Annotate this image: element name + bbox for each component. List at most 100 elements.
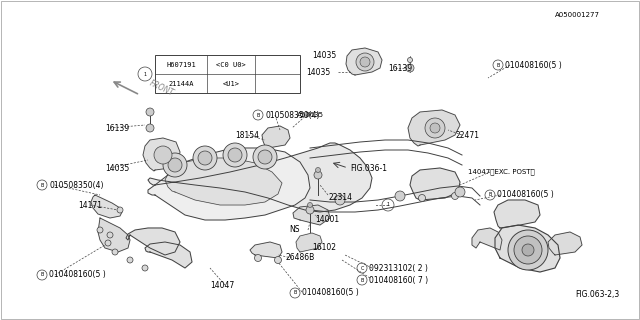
Text: B: B [360, 277, 364, 283]
Circle shape [154, 146, 172, 164]
Polygon shape [494, 200, 540, 228]
Circle shape [258, 150, 272, 164]
Text: 14035: 14035 [312, 51, 336, 60]
Circle shape [514, 236, 542, 264]
Circle shape [314, 171, 322, 179]
Circle shape [335, 195, 345, 205]
Circle shape [508, 230, 548, 270]
Circle shape [117, 207, 123, 213]
Text: C: C [360, 266, 364, 270]
Polygon shape [472, 228, 502, 250]
Text: 010408160(5 ): 010408160(5 ) [302, 289, 359, 298]
Polygon shape [143, 138, 180, 171]
Polygon shape [495, 225, 560, 272]
Text: 16102: 16102 [312, 244, 336, 252]
Text: B: B [496, 62, 500, 68]
Circle shape [127, 257, 133, 263]
Circle shape [193, 146, 217, 170]
Text: 1: 1 [387, 203, 390, 207]
Text: 22471: 22471 [455, 131, 479, 140]
Text: 1: 1 [143, 71, 147, 76]
Text: 010508350(4): 010508350(4) [265, 110, 319, 119]
Text: 010408160(5 ): 010408160(5 ) [49, 270, 106, 279]
Circle shape [112, 249, 118, 255]
Circle shape [253, 145, 277, 169]
Circle shape [168, 158, 182, 172]
Circle shape [97, 227, 103, 233]
Circle shape [146, 124, 154, 132]
Text: 14035: 14035 [306, 68, 330, 76]
Circle shape [356, 53, 374, 71]
Bar [155, 55, 300, 93]
Text: 14001: 14001 [315, 215, 339, 225]
Circle shape [451, 193, 458, 199]
Text: A050001277: A050001277 [555, 12, 600, 18]
Text: 010408160(5 ): 010408160(5 ) [497, 190, 554, 199]
Text: 21144A: 21144A [168, 81, 194, 86]
Text: A50635: A50635 [296, 112, 323, 118]
Circle shape [406, 64, 414, 72]
Circle shape [430, 123, 440, 133]
Circle shape [360, 57, 370, 67]
Circle shape [255, 254, 262, 261]
Circle shape [395, 191, 405, 201]
Circle shape [107, 232, 113, 238]
Polygon shape [548, 232, 582, 255]
Text: 14171: 14171 [78, 201, 102, 210]
Polygon shape [98, 218, 130, 252]
Circle shape [275, 257, 282, 263]
Circle shape [306, 206, 314, 214]
Polygon shape [165, 158, 282, 205]
Circle shape [228, 148, 242, 162]
Text: 14035: 14035 [105, 164, 129, 172]
Text: 092313102( 2 ): 092313102( 2 ) [369, 263, 428, 273]
Polygon shape [91, 195, 122, 218]
Text: B: B [40, 273, 44, 277]
Circle shape [419, 195, 426, 202]
Polygon shape [296, 233, 322, 252]
Polygon shape [262, 126, 290, 148]
Circle shape [307, 203, 312, 207]
Text: B: B [488, 193, 492, 197]
Text: FIG.036-1: FIG.036-1 [350, 164, 387, 172]
Text: 16139: 16139 [105, 124, 129, 132]
Circle shape [105, 240, 111, 246]
Text: 14047: 14047 [210, 281, 234, 290]
Polygon shape [126, 228, 180, 255]
Text: 26486B: 26486B [285, 253, 314, 262]
Text: 010408160(5 ): 010408160(5 ) [505, 60, 562, 69]
Polygon shape [293, 205, 330, 225]
Polygon shape [410, 168, 460, 200]
Text: NS: NS [289, 226, 300, 235]
Text: B: B [256, 113, 260, 117]
Polygon shape [145, 242, 192, 268]
Circle shape [223, 143, 247, 167]
Polygon shape [148, 143, 372, 212]
Circle shape [455, 187, 465, 197]
Polygon shape [408, 110, 460, 146]
Text: 22314: 22314 [328, 194, 352, 203]
Polygon shape [148, 148, 310, 220]
Text: FIG.063-2,3: FIG.063-2,3 [575, 291, 620, 300]
Text: B: B [293, 291, 297, 295]
Text: <C0 U0>: <C0 U0> [216, 61, 246, 68]
Circle shape [408, 58, 413, 62]
Circle shape [198, 151, 212, 165]
Circle shape [316, 167, 321, 172]
Polygon shape [346, 48, 382, 75]
Polygon shape [250, 242, 282, 258]
Circle shape [522, 244, 534, 256]
Text: 18154: 18154 [235, 131, 259, 140]
Circle shape [163, 153, 187, 177]
Circle shape [142, 265, 148, 271]
Text: 14047〈EXC. POST〉: 14047〈EXC. POST〉 [468, 169, 535, 175]
Text: 010408160( 7 ): 010408160( 7 ) [369, 276, 428, 284]
Circle shape [425, 118, 445, 138]
Text: FRONT: FRONT [148, 78, 175, 98]
Text: 16139: 16139 [388, 63, 412, 73]
Text: 010508350(4): 010508350(4) [49, 180, 104, 189]
Text: H607191: H607191 [166, 61, 196, 68]
Circle shape [146, 108, 154, 116]
Text: <U1>: <U1> [223, 81, 239, 86]
Text: B: B [40, 182, 44, 188]
